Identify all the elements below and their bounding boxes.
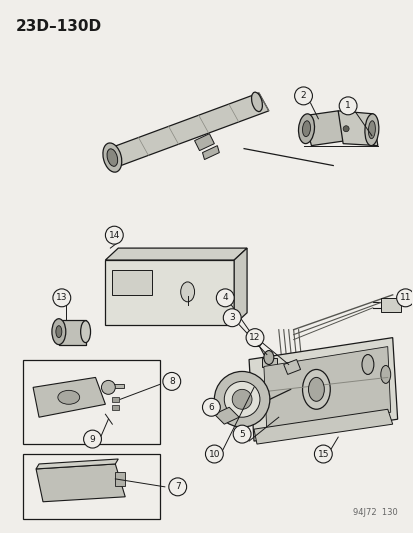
Circle shape xyxy=(205,445,223,463)
Text: 15: 15 xyxy=(317,449,328,458)
Circle shape xyxy=(233,425,250,443)
Text: 4: 4 xyxy=(222,293,228,302)
Polygon shape xyxy=(194,134,214,151)
Circle shape xyxy=(396,289,413,307)
Text: 6: 6 xyxy=(208,403,214,412)
Circle shape xyxy=(214,372,269,427)
Circle shape xyxy=(53,289,71,307)
FancyBboxPatch shape xyxy=(112,405,119,410)
Ellipse shape xyxy=(302,369,330,409)
Text: 94J72  130: 94J72 130 xyxy=(352,508,396,516)
FancyBboxPatch shape xyxy=(23,360,159,444)
Polygon shape xyxy=(59,320,85,345)
Polygon shape xyxy=(105,260,234,325)
Polygon shape xyxy=(249,337,396,441)
Polygon shape xyxy=(234,248,247,325)
Polygon shape xyxy=(202,146,219,159)
Ellipse shape xyxy=(81,321,90,343)
Text: 12: 12 xyxy=(249,333,260,342)
Polygon shape xyxy=(214,407,239,424)
Circle shape xyxy=(224,382,259,417)
Circle shape xyxy=(83,430,101,448)
FancyBboxPatch shape xyxy=(380,298,400,312)
Ellipse shape xyxy=(380,366,390,383)
FancyBboxPatch shape xyxy=(293,389,305,398)
Text: 9: 9 xyxy=(90,434,95,443)
Circle shape xyxy=(169,478,186,496)
Polygon shape xyxy=(263,346,390,432)
Ellipse shape xyxy=(368,121,375,139)
Text: 1: 1 xyxy=(344,101,350,110)
Ellipse shape xyxy=(180,282,194,302)
Circle shape xyxy=(252,337,261,346)
Polygon shape xyxy=(36,459,118,469)
FancyBboxPatch shape xyxy=(112,270,152,295)
Circle shape xyxy=(294,87,312,105)
Text: 7: 7 xyxy=(174,482,180,491)
Text: 5: 5 xyxy=(239,430,244,439)
Polygon shape xyxy=(36,464,125,502)
Ellipse shape xyxy=(107,149,117,166)
Ellipse shape xyxy=(263,351,273,365)
Circle shape xyxy=(162,373,180,390)
Circle shape xyxy=(216,289,234,307)
Polygon shape xyxy=(254,409,392,444)
Ellipse shape xyxy=(58,390,79,404)
Circle shape xyxy=(223,309,240,327)
Polygon shape xyxy=(33,377,105,417)
Circle shape xyxy=(342,126,348,132)
Polygon shape xyxy=(105,248,247,260)
FancyBboxPatch shape xyxy=(23,454,159,519)
Circle shape xyxy=(313,445,332,463)
Circle shape xyxy=(232,389,252,409)
Text: 8: 8 xyxy=(169,377,174,386)
Circle shape xyxy=(202,398,220,416)
Polygon shape xyxy=(283,360,300,375)
FancyBboxPatch shape xyxy=(261,358,276,367)
FancyBboxPatch shape xyxy=(115,472,125,486)
Ellipse shape xyxy=(52,319,66,345)
Ellipse shape xyxy=(56,326,62,337)
FancyBboxPatch shape xyxy=(108,384,124,389)
Text: 14: 14 xyxy=(108,231,120,240)
Polygon shape xyxy=(303,111,345,146)
Ellipse shape xyxy=(364,114,378,146)
Ellipse shape xyxy=(298,114,314,143)
Ellipse shape xyxy=(308,377,323,401)
Ellipse shape xyxy=(251,92,262,111)
Circle shape xyxy=(101,381,115,394)
Ellipse shape xyxy=(302,121,310,136)
Text: 3: 3 xyxy=(229,313,235,322)
Circle shape xyxy=(245,329,263,346)
Text: 10: 10 xyxy=(208,449,220,458)
Text: 13: 13 xyxy=(56,293,67,302)
Polygon shape xyxy=(337,111,377,146)
Text: 2: 2 xyxy=(300,91,306,100)
Polygon shape xyxy=(108,93,268,166)
Circle shape xyxy=(338,97,356,115)
Ellipse shape xyxy=(103,143,121,172)
FancyBboxPatch shape xyxy=(273,384,287,395)
FancyBboxPatch shape xyxy=(112,397,119,402)
Text: 23D–130D: 23D–130D xyxy=(15,19,101,34)
Circle shape xyxy=(105,226,123,244)
Ellipse shape xyxy=(361,354,373,375)
Text: 11: 11 xyxy=(399,293,411,302)
Circle shape xyxy=(239,379,254,395)
